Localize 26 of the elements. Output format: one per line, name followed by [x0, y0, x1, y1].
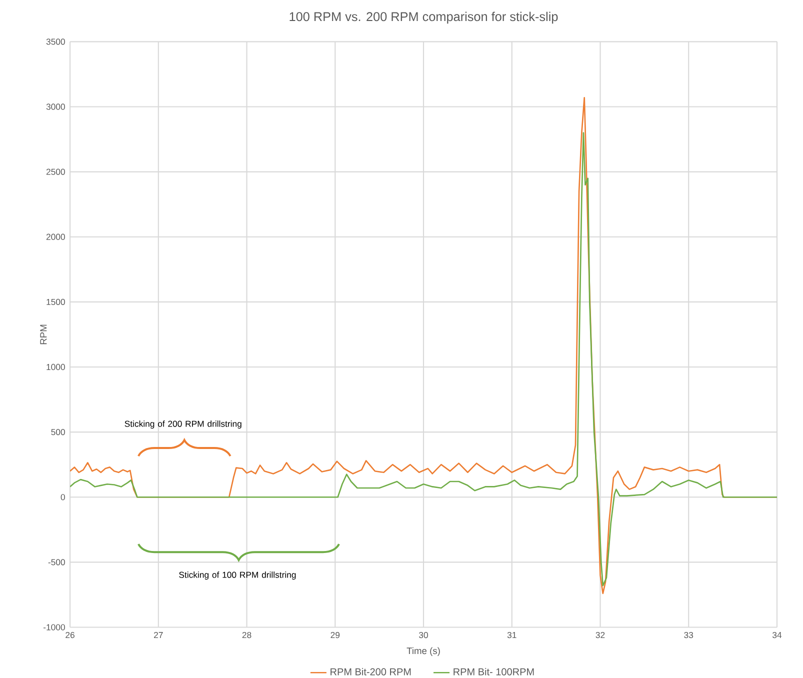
chart-title: 100 RPM vs. 200 RPM comparison for stick-slip — [290, 12, 558, 24]
y-tick-label: 2500 — [46, 168, 65, 176]
legend-label: RPM Bit- 100RPM — [454, 668, 534, 676]
y-tick-label: 3500 — [46, 38, 65, 45]
x-axis-title: Time (s) — [406, 647, 440, 656]
y-tick-label: 500 — [51, 429, 65, 436]
y-tick-label: 1500 — [46, 299, 65, 306]
annotation: Sticking of 200 RPM drillstring — [124, 420, 242, 429]
y-tick-label: -500 — [48, 559, 65, 566]
annotation: Sticking of 100 RPM drillstring — [179, 572, 296, 580]
y-tick-label: 0 — [60, 494, 65, 500]
x-tick-label: 27 — [154, 632, 163, 638]
x-tick-label: 33 — [684, 632, 694, 638]
x-tick-label: 31 — [507, 632, 516, 638]
y-axis-title: RPM — [40, 325, 47, 344]
y-tick-label: 2000 — [46, 234, 65, 240]
legend-label: RPM Bit-200 RPM — [330, 668, 411, 676]
y-tick-label: -1000 — [44, 624, 65, 631]
x-tick-label: 26 — [66, 632, 74, 638]
x-tick-label: 29 — [330, 632, 340, 638]
y-tick-label: 3000 — [46, 104, 65, 110]
x-tick-label: 30 — [419, 632, 428, 638]
x-tick-label: 32 — [596, 632, 605, 638]
x-tick-label: 34 — [772, 632, 782, 638]
x-tick-label: 28 — [242, 632, 252, 638]
y-tick-label: 1000 — [46, 364, 65, 370]
